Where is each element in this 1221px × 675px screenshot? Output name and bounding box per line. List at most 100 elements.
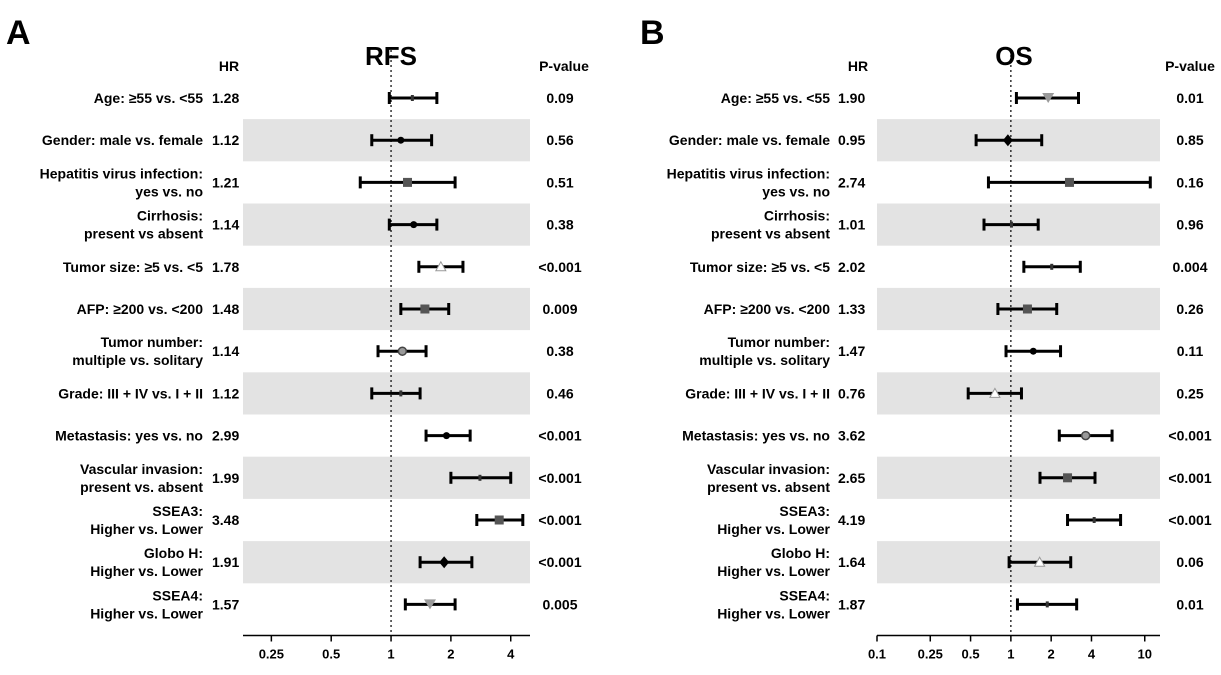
p-value: 0.26 (1176, 301, 1203, 317)
point-estimate (439, 556, 450, 569)
hr-value: 2.65 (838, 470, 865, 486)
point-estimate (1009, 221, 1013, 228)
row-label: multiple vs. solitary (699, 352, 830, 368)
hr-value: 1.12 (212, 385, 239, 401)
hr-value: 1.21 (212, 174, 239, 190)
row-label: Gender: male vs. female (42, 132, 203, 148)
point-estimate (399, 390, 403, 397)
shaded-row-band (877, 456, 1160, 499)
hr-value: 1.91 (212, 554, 239, 570)
point-estimate (397, 346, 408, 356)
hr-value: 1.33 (838, 301, 865, 317)
row-label: Hepatitis virus infection: (667, 165, 830, 181)
row-label: Grade: III + IV vs. I + II (58, 385, 203, 401)
row-label: Tumor size: ≥5 vs. <5 (690, 259, 830, 275)
point-estimate (1045, 601, 1049, 608)
p-value: 0.01 (1176, 596, 1203, 612)
hr-value: 1.47 (838, 343, 865, 359)
point-estimate (403, 177, 413, 187)
point-estimate (410, 221, 418, 229)
p-value: <0.001 (538, 512, 581, 528)
row-label: Higher vs. Lower (717, 563, 830, 579)
point-estimate (1029, 347, 1037, 355)
p-value: 0.01 (1176, 90, 1203, 106)
chart-title: OS (995, 41, 1033, 71)
point-estimate (442, 432, 450, 440)
hr-value: 2.02 (838, 259, 865, 275)
point-estimate (1050, 263, 1054, 270)
point-estimate (1080, 430, 1091, 441)
hr-value: 2.74 (838, 174, 865, 190)
row-label: Metastasis: yes vs. no (682, 428, 830, 444)
point-estimate (1064, 177, 1074, 187)
point-estimate (989, 387, 1001, 398)
x-tick-label: 10 (1138, 647, 1152, 662)
p-value: <0.001 (1168, 428, 1211, 444)
panel-label: B (640, 14, 665, 52)
point-estimate (1022, 304, 1032, 314)
x-tick-label: 2 (1048, 647, 1055, 662)
row-label: Age: ≥55 vs. <55 (94, 90, 203, 106)
hr-value: 1.78 (212, 259, 239, 275)
p-value: 0.51 (546, 174, 573, 190)
x-tick-label: 2 (447, 647, 454, 662)
row-label: AFP: ≥200 vs. <200 (77, 301, 204, 317)
row-label: yes vs. no (135, 183, 203, 199)
x-tick-label: 1 (387, 647, 394, 662)
p-value: 0.009 (542, 301, 577, 317)
hr-value: 1.57 (212, 596, 239, 612)
row-label: Higher vs. Lower (717, 521, 830, 537)
row-label: present vs absent (711, 226, 830, 242)
p-value: <0.001 (538, 259, 581, 275)
p-value-column-header: P-value (539, 58, 589, 74)
row-label: Vascular invasion: (707, 461, 830, 477)
point-estimate (494, 515, 504, 525)
shaded-row-band (243, 203, 530, 246)
point-estimate (397, 136, 405, 144)
x-axis-label: Low HR High (988, 674, 1069, 675)
p-value: 0.96 (1176, 217, 1203, 233)
point-estimate (1002, 134, 1013, 147)
p-value: 0.004 (1172, 259, 1207, 275)
x-tick-label: 0.1 (868, 647, 886, 662)
row-label: SSEA3: (779, 503, 830, 519)
hr-value: 0.76 (838, 385, 865, 401)
p-value: 0.56 (546, 132, 573, 148)
row-label: Cirrhosis: (764, 208, 830, 224)
row-label: Hepatitis virus infection: (40, 165, 203, 181)
row-label: AFP: ≥200 vs. <200 (704, 301, 831, 317)
x-tick-label: 0.25 (918, 647, 943, 662)
row-label: Tumor size: ≥5 vs. <5 (63, 259, 203, 275)
p-value: 0.38 (546, 217, 573, 233)
row-label: Tumor number: (728, 334, 830, 350)
x-tick-label: 4 (507, 647, 515, 662)
point-estimate (1063, 473, 1073, 483)
hr-value: 2.99 (212, 428, 239, 444)
row-label: Higher vs. Lower (90, 563, 203, 579)
row-label: Grade: III + IV vs. I + II (685, 385, 830, 401)
p-value: <0.001 (538, 428, 581, 444)
point-estimate (410, 95, 414, 101)
p-value-column-header: P-value (1165, 58, 1215, 74)
p-value: 0.25 (1176, 385, 1203, 401)
x-tick-label: 1 (1007, 647, 1014, 662)
hr-value: 1.87 (838, 596, 865, 612)
hr-value: 1.64 (838, 554, 865, 570)
hr-value: 4.19 (838, 512, 865, 528)
point-estimate (478, 474, 482, 481)
p-value: 0.09 (546, 90, 573, 106)
p-value: <0.001 (1168, 512, 1211, 528)
shaded-row-band (243, 541, 530, 584)
row-label: Higher vs. Lower (90, 605, 203, 621)
row-label: Higher vs. Lower (90, 521, 203, 537)
x-tick-label: 0.25 (259, 647, 284, 662)
row-label: Age: ≥55 vs. <55 (721, 90, 830, 106)
row-label: Tumor number: (101, 334, 203, 350)
p-value: 0.005 (542, 596, 577, 612)
shaded-row-band (243, 287, 530, 331)
p-value: 0.46 (546, 385, 573, 401)
row-label: Globo H: (144, 545, 203, 561)
hr-value: 1.99 (212, 470, 239, 486)
row-label: SSEA4: (152, 587, 203, 603)
